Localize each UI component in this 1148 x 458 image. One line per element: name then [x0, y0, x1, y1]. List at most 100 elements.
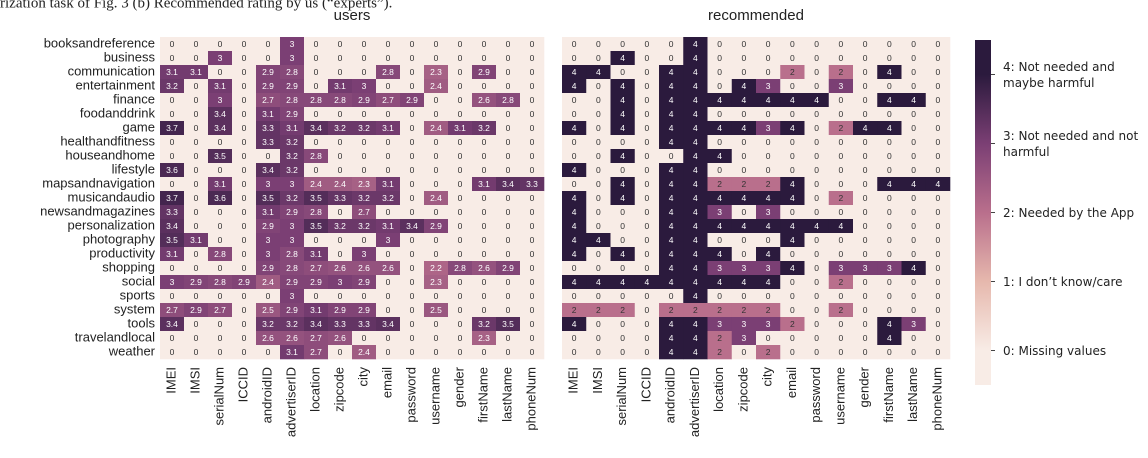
cell-label: 0 — [386, 53, 391, 63]
column-label: ICCID — [638, 367, 653, 402]
cell — [496, 233, 521, 248]
cell — [610, 317, 636, 332]
cell — [256, 135, 281, 150]
cell — [610, 107, 636, 122]
cell — [400, 79, 425, 94]
cell-label: 3.7 — [166, 123, 178, 133]
cell — [160, 219, 185, 234]
cell-label: 0 — [434, 207, 439, 217]
chart-title: users — [334, 7, 371, 24]
cell — [586, 93, 611, 108]
cell-label: 3.1 — [286, 347, 298, 357]
cell-label: 2 — [596, 305, 601, 315]
cell — [496, 317, 521, 332]
cell — [184, 219, 209, 234]
cell-label: 0 — [242, 193, 247, 203]
cell-label: 0 — [458, 53, 463, 63]
cell — [853, 135, 878, 150]
cell-label: 0 — [839, 249, 844, 259]
cell — [828, 261, 854, 276]
cell — [707, 345, 733, 360]
row-label: communication — [68, 63, 155, 78]
cell — [707, 163, 733, 178]
cell-label: 0 — [936, 347, 941, 357]
cell-label: 0 — [814, 165, 819, 175]
cell-label: 0 — [911, 291, 916, 301]
cell-label: 0 — [530, 123, 535, 133]
cell — [877, 37, 902, 52]
cell-label: 4 — [693, 263, 698, 273]
cell-label: 0 — [645, 165, 650, 175]
cell — [328, 93, 353, 108]
cell-label: 3.1 — [478, 179, 490, 189]
cell-label: 0 — [506, 221, 511, 231]
cell — [160, 93, 185, 108]
cell — [780, 177, 805, 192]
cell-label: 0 — [242, 263, 247, 273]
cell — [448, 233, 473, 248]
cell-label: 0 — [717, 53, 722, 63]
cell-label: 0 — [887, 249, 892, 259]
cell-label: 0 — [410, 109, 415, 119]
cell-label: 0 — [482, 39, 487, 49]
cell-label: 0 — [911, 137, 916, 147]
cell — [424, 135, 449, 150]
cell — [731, 289, 757, 304]
cell-label: 0 — [530, 137, 535, 147]
cell-label: 4 — [887, 179, 892, 189]
cell-label: 3.2 — [286, 151, 298, 161]
cell-label: 3.2 — [478, 319, 490, 329]
cell-label: 0 — [458, 305, 463, 315]
cell — [304, 331, 329, 346]
cell-label: 0 — [242, 53, 247, 63]
cell-label: 4 — [766, 193, 771, 203]
cell — [472, 303, 497, 318]
cell — [376, 79, 401, 94]
cell — [562, 247, 587, 262]
cell — [853, 177, 878, 192]
cell — [562, 135, 587, 150]
cell-label: 3.4 — [310, 123, 322, 133]
cell — [756, 79, 781, 94]
cell-label: 0 — [717, 39, 722, 49]
cell — [780, 345, 805, 360]
cell — [853, 317, 878, 332]
cell-label: 0 — [482, 207, 487, 217]
cell — [232, 149, 257, 164]
cell-label: 2 — [839, 123, 844, 133]
cell — [448, 247, 473, 262]
cell-label: 0 — [530, 235, 535, 245]
cell-label: 0 — [790, 347, 795, 357]
cell-label: 0 — [218, 207, 223, 217]
cell-label: 0 — [936, 305, 941, 315]
cell-label: 0 — [936, 193, 941, 203]
cell — [424, 65, 449, 80]
cell — [634, 121, 660, 136]
cell — [208, 275, 233, 290]
column-label: androidID — [663, 367, 678, 423]
cell-label: 2.8 — [286, 67, 298, 77]
cell — [828, 121, 854, 136]
row-label: houseandhome — [65, 147, 155, 162]
cell — [184, 289, 209, 304]
cell — [877, 219, 902, 234]
cell-label: 2 — [717, 347, 722, 357]
cell — [659, 219, 684, 234]
cell — [756, 149, 781, 164]
cell — [562, 289, 587, 304]
cell-label: 0 — [790, 81, 795, 91]
cell — [634, 177, 660, 192]
cell-label: 0 — [530, 95, 535, 105]
cell — [520, 37, 545, 52]
cell-label: 2.9 — [262, 81, 274, 91]
cell-label: 3 — [717, 207, 722, 217]
cell — [877, 163, 902, 178]
cell-label: 0 — [242, 347, 247, 357]
cell — [256, 37, 281, 52]
cell — [352, 177, 377, 192]
cell — [877, 107, 902, 122]
cell-label: 2.4 — [430, 81, 442, 91]
cell — [634, 289, 660, 304]
cell-label: 0 — [194, 137, 199, 147]
cell — [707, 149, 733, 164]
